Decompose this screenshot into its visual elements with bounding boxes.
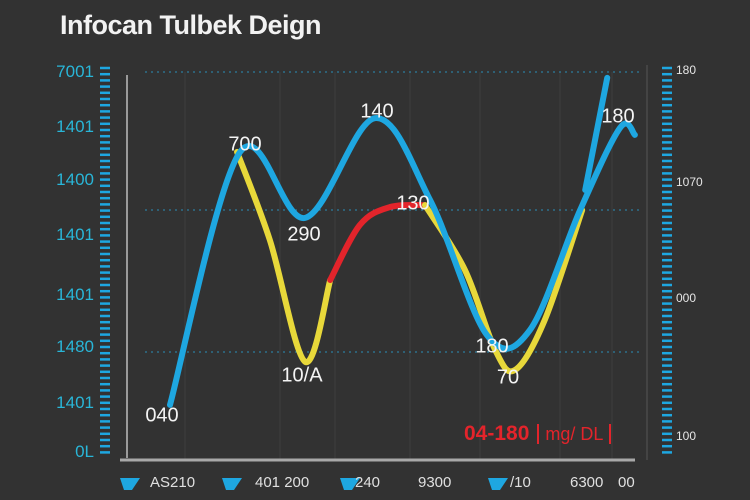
x-marker-icon: [488, 478, 508, 490]
red-series-line: [327, 201, 428, 283]
y-tick-label: 1401: [56, 225, 94, 244]
right-tick-label: 1070: [676, 175, 703, 189]
x-tick-label: 00: [618, 474, 635, 491]
y-tick-label: 1401: [56, 393, 94, 412]
blue-series-line: [582, 74, 611, 193]
yellow-series-line: [421, 202, 586, 375]
data-label: 700: [228, 133, 262, 156]
x-tick-label: 240: [355, 474, 381, 491]
blue-series-line: [166, 115, 638, 408]
data-label: 180: [601, 105, 635, 128]
yellow-series-line: [234, 148, 334, 365]
x-tick-label: 9300: [418, 474, 452, 491]
y-tick-label: 1401: [56, 285, 94, 304]
data-label: 70: [496, 366, 520, 389]
x-marker-icon: [340, 478, 360, 490]
legend-unit: mg/ DL: [537, 424, 612, 444]
y-tick-label: 7001: [56, 62, 94, 81]
y-tick-label: 1480: [56, 337, 94, 356]
right-tick-label: 000: [676, 291, 697, 305]
x-tick-label: AS210: [150, 474, 196, 491]
x-tick-label: /10: [510, 474, 531, 491]
x-tick-label: 6300: [570, 474, 604, 491]
y-tick-label: 0L: [75, 442, 94, 461]
right-tick-label: 180: [676, 63, 697, 77]
data-label: 040: [145, 404, 179, 427]
right-tick-label: 100: [676, 429, 697, 443]
data-label: 290: [287, 223, 321, 246]
legend-range: 04-180: [464, 422, 530, 445]
chart-title: Infocan Tulbek Deign: [60, 10, 322, 40]
data-label: 10/A: [281, 364, 323, 387]
x-tick-label: 401 200: [255, 474, 310, 491]
y-tick-label: 1401: [56, 117, 94, 136]
x-marker-icon: [222, 478, 242, 490]
y-tick-label: 1400: [56, 170, 94, 189]
data-label: 140: [360, 100, 394, 123]
data-label: 130: [396, 192, 430, 215]
data-label: 180: [475, 335, 509, 358]
x-marker-icon: [120, 478, 140, 490]
range-legend: 04-180 mg/ DL: [464, 422, 612, 446]
